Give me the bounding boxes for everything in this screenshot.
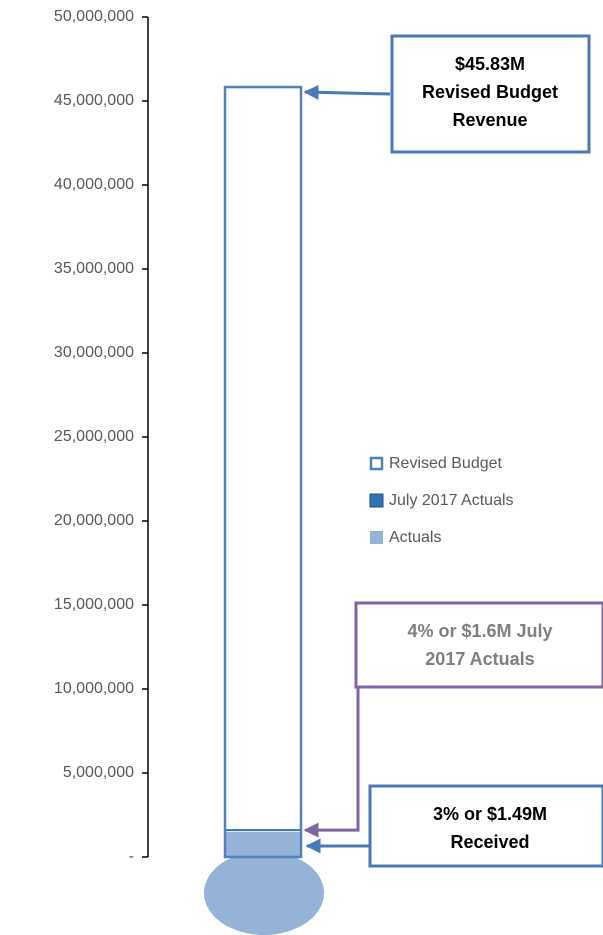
annotation-text: Revenue bbox=[452, 110, 527, 130]
legend-marker bbox=[369, 493, 384, 508]
y-tick-label: 30,000,000 bbox=[54, 344, 134, 361]
y-tick-label: 25,000,000 bbox=[54, 428, 134, 445]
annotation-box bbox=[368, 784, 603, 868]
annotation-text: 3% or $1.49M bbox=[433, 804, 547, 824]
y-tick-label: 20,000,000 bbox=[54, 512, 134, 529]
legend-label: July 2017 Actuals bbox=[389, 492, 514, 509]
annotation-text: 2017 Actuals bbox=[425, 649, 534, 669]
annotation-text: Revised Budget bbox=[422, 82, 558, 102]
annotation-arrow bbox=[303, 687, 360, 838]
y-tick-label: 40,000,000 bbox=[54, 176, 134, 193]
annotation-text: 4% or $1.6M July bbox=[407, 621, 552, 641]
legend-marker bbox=[369, 456, 384, 471]
y-tick-label: - bbox=[129, 848, 134, 865]
annotation-text: Received bbox=[450, 832, 529, 852]
y-tick-label: 15,000,000 bbox=[54, 596, 134, 613]
annotation-arrow bbox=[303, 84, 391, 100]
annotation-text: $45.83M bbox=[455, 54, 525, 74]
actuals-bar bbox=[225, 831, 301, 857]
annotation-box bbox=[390, 34, 591, 154]
bulb bbox=[204, 851, 324, 935]
legend-label: Actuals bbox=[389, 529, 441, 546]
annotation-box bbox=[354, 601, 603, 689]
y-tick-label: 10,000,000 bbox=[54, 680, 134, 697]
legend-label: Revised Budget bbox=[389, 455, 503, 472]
y-tick-label: 50,000,000 bbox=[54, 8, 134, 25]
y-tick-label: 35,000,000 bbox=[54, 260, 134, 277]
budget-bar bbox=[223, 85, 303, 859]
legend-marker bbox=[370, 531, 383, 544]
y-tick-label: 45,000,000 bbox=[54, 92, 134, 109]
y-tick-label: 5,000,000 bbox=[63, 764, 134, 781]
